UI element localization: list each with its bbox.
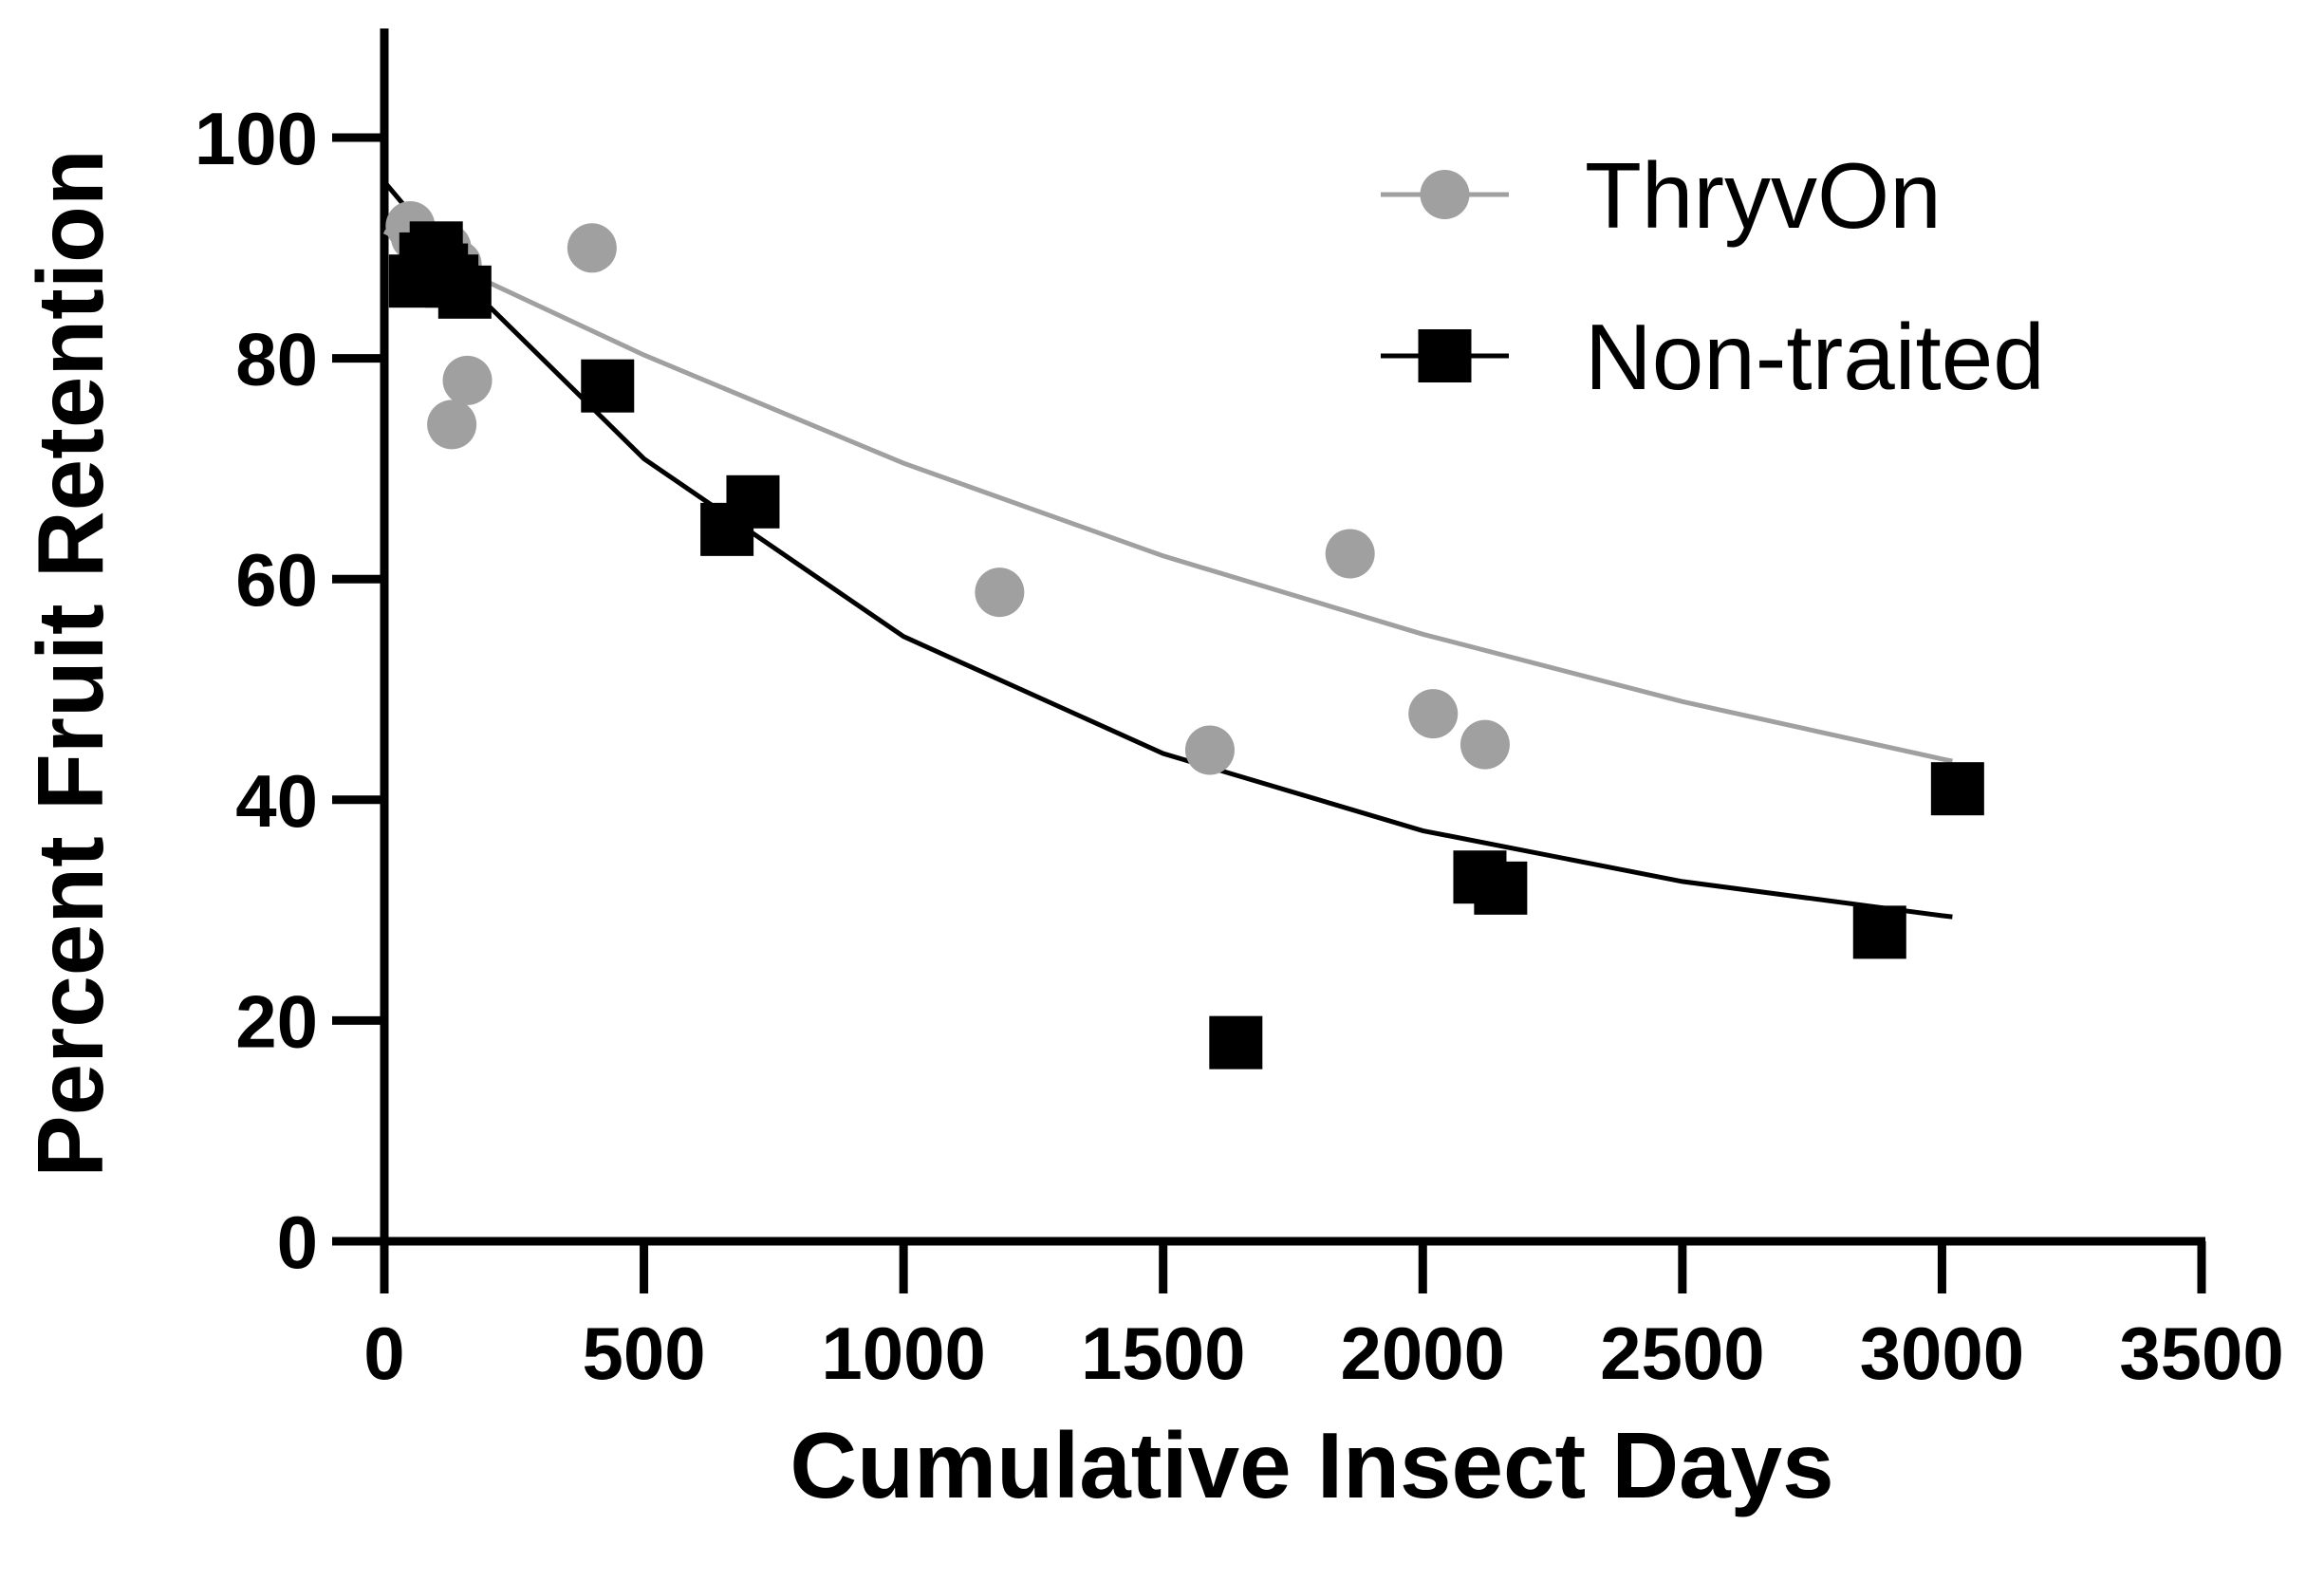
- x-axis-title: Cumulative Insect Days: [790, 1413, 1833, 1517]
- point-non-traited: [1852, 905, 1906, 959]
- x-tick-label: 2000: [1341, 1311, 1506, 1395]
- point-thryvon: [1325, 529, 1375, 579]
- x-tick-label: 1500: [1081, 1311, 1246, 1395]
- y-tick-label: 40: [235, 759, 318, 843]
- legend: ThryvOn Non-traited: [1381, 143, 2045, 409]
- x-tick-label: 2500: [1600, 1311, 1765, 1395]
- x-tick-label: 3000: [1860, 1311, 2025, 1395]
- point-non-traited: [1474, 861, 1528, 915]
- x-tick-label: 1000: [821, 1311, 986, 1395]
- point-thryvon: [427, 400, 477, 450]
- legend-label-non-traited: Non-traited: [1585, 305, 2045, 409]
- y-tick-label: 20: [235, 979, 318, 1063]
- point-thryvon: [975, 567, 1025, 618]
- y-tick-label: 80: [235, 318, 318, 401]
- point-non-traited: [581, 359, 635, 413]
- y-tick-label: 60: [235, 538, 318, 622]
- point-non-traited: [1930, 762, 1984, 816]
- x-tick-label: 3500: [2119, 1311, 2284, 1395]
- point-thryvon: [567, 223, 617, 273]
- point-non-traited: [437, 265, 492, 319]
- point-thryvon: [1184, 725, 1235, 775]
- point-non-traited: [726, 474, 780, 529]
- point-thryvon: [1408, 689, 1459, 739]
- point-non-traited: [1209, 1015, 1263, 1070]
- y-axis-title: Percent Fruit Retention: [18, 149, 122, 1178]
- legend-marker-thryvon: [1420, 170, 1470, 219]
- point-thryvon: [1459, 719, 1510, 770]
- fit-line-non-traited: [382, 179, 1953, 920]
- data-markers: [385, 201, 1984, 1070]
- y-tick-label: 0: [277, 1200, 318, 1284]
- y-tick-label: 100: [195, 97, 318, 180]
- x-tick-label: 0: [363, 1311, 404, 1395]
- fit-lines: [382, 179, 1953, 920]
- point-thryvon: [442, 355, 493, 405]
- legend-label-thryvon: ThryvOn: [1585, 143, 1942, 248]
- x-tick-label: 500: [583, 1311, 706, 1395]
- legend-marker-non-traited: [1418, 329, 1472, 382]
- fit-line-thryvon: [382, 229, 1953, 764]
